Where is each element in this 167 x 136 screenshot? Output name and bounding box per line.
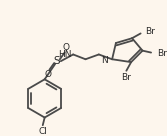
Text: O: O: [44, 70, 51, 79]
Text: Br: Br: [145, 27, 155, 36]
Text: Cl: Cl: [38, 127, 47, 136]
Text: Br: Br: [157, 49, 167, 58]
Text: S: S: [54, 56, 60, 66]
Text: O: O: [62, 43, 69, 52]
Text: N: N: [102, 56, 108, 65]
Text: HN: HN: [58, 50, 71, 59]
Text: Br: Br: [121, 73, 131, 82]
